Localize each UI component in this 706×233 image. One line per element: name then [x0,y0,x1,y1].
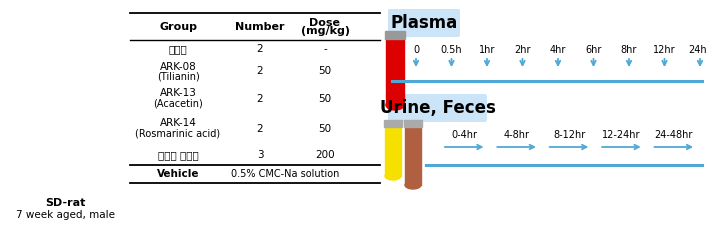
Text: 50: 50 [318,123,332,134]
Text: 0.5% CMC-Na solution: 0.5% CMC-Na solution [231,169,339,179]
Text: 24hr: 24hr [688,45,706,55]
Text: Vehicle: Vehicle [157,169,199,179]
Text: 0: 0 [413,45,419,55]
Ellipse shape [405,181,421,189]
Text: -: - [323,44,327,54]
Text: 8hr: 8hr [621,45,638,55]
Text: Dose: Dose [309,17,340,27]
Text: ARK-13: ARK-13 [160,89,196,99]
Text: Group: Group [159,21,197,31]
Bar [385,31,405,39]
Text: ARK-14: ARK-14 [160,119,196,129]
Ellipse shape [386,100,404,110]
Text: 6hr: 6hr [585,45,602,55]
Text: 2: 2 [257,123,263,134]
Bar [385,125,401,176]
Text: 200: 200 [315,150,335,160]
FancyBboxPatch shape [388,94,487,122]
Text: (Rosmarinic acid): (Rosmarinic acid) [136,129,220,138]
Text: 8-12hr: 8-12hr [553,130,585,140]
Text: 0-4hr: 0-4hr [451,130,477,140]
Text: 대조군: 대조군 [169,44,187,54]
Text: 12hr: 12hr [653,45,676,55]
Text: 2: 2 [257,44,263,54]
Text: 50: 50 [318,66,332,76]
Text: 배초향 추출물: 배초향 추출물 [157,150,198,160]
Text: ARK-08: ARK-08 [160,62,196,72]
Text: 4hr: 4hr [550,45,566,55]
Text: 4-8hr: 4-8hr [503,130,530,140]
FancyBboxPatch shape [388,9,460,37]
Text: 0.5h: 0.5h [441,45,462,55]
Text: 12-24hr: 12-24hr [602,130,640,140]
Text: 24-48hr: 24-48hr [654,130,693,140]
Text: 2: 2 [257,93,263,103]
Text: SD-rat: SD-rat [44,198,85,208]
Bar [405,125,421,185]
Bar [386,38,404,105]
Text: 3: 3 [257,150,263,160]
Text: 7 week aged, male: 7 week aged, male [16,210,114,220]
Text: (Acacetin): (Acacetin) [153,99,203,109]
Text: Plasma: Plasma [390,14,457,32]
Text: 50: 50 [318,93,332,103]
Text: (Tilianin): (Tilianin) [157,72,199,82]
Bar [404,120,422,127]
Text: 2hr: 2hr [514,45,531,55]
Bar [384,120,402,127]
Text: 2: 2 [257,66,263,76]
Text: (mg/kg): (mg/kg) [301,27,349,37]
Text: Urine, Feces: Urine, Feces [380,99,496,117]
Text: Number: Number [235,21,285,31]
Ellipse shape [385,172,401,180]
Text: 1hr: 1hr [479,45,495,55]
